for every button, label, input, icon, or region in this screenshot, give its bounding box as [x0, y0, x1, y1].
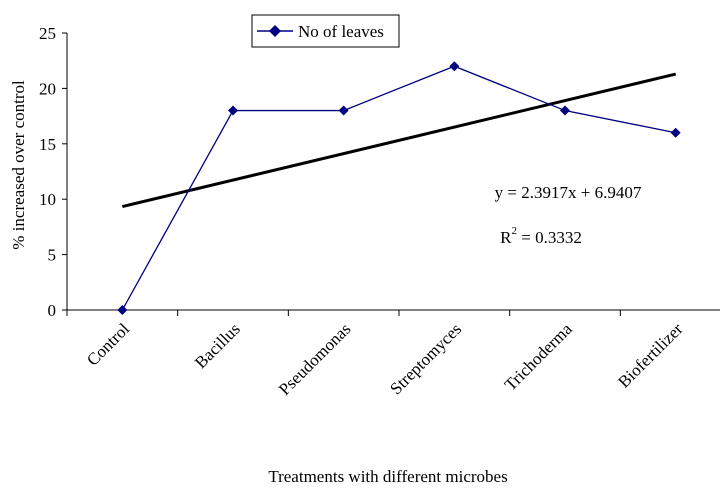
- y-ticks: 0 5 10 15 20 25: [39, 24, 67, 320]
- series-line: [121, 65, 676, 311]
- x-category-label: Pseudomonas: [275, 319, 355, 399]
- y-tick-label: 0: [48, 301, 57, 320]
- data-point-marker: [670, 127, 681, 138]
- r2-value: = 0.3332: [517, 228, 582, 247]
- data-point-marker: [560, 105, 570, 116]
- y-tick-label: 5: [48, 246, 57, 265]
- legend: No of leaves: [251, 14, 400, 48]
- y-tick-label: 15: [39, 135, 56, 154]
- trendline-r2: R2 = 0.3332: [500, 225, 582, 247]
- x-category-label: Biofertilizer: [614, 319, 686, 391]
- x-category-label: Trichoderma: [501, 319, 576, 394]
- trendline-equation: y = 2.3917x + 6.9407: [495, 183, 642, 202]
- trendline-group: [121, 72, 677, 209]
- series-group: [117, 61, 681, 315]
- r2-superscript: 2: [512, 225, 518, 237]
- x-axis-title: Treatments with different microbes: [268, 467, 507, 486]
- y-axis-title: % increased over control: [9, 80, 28, 250]
- r2-prefix: R: [500, 228, 512, 247]
- y-tick-label: 10: [39, 190, 56, 209]
- x-category-labels: Control Bacillus Pseudomonas Streptomyces Tr…: [66, 310, 687, 399]
- data-point-marker: [117, 305, 128, 315]
- legend-marker-icon: [269, 25, 281, 37]
- x-category-label: Control: [83, 319, 133, 369]
- legend-label: No of leaves: [298, 22, 384, 41]
- y-tick-label: 25: [39, 24, 56, 43]
- x-category-label: Bacillus: [191, 319, 244, 372]
- y-tick-label: 20: [39, 79, 56, 98]
- trendline: [121, 72, 677, 209]
- axes: [66, 33, 720, 311]
- x-category-label: Streptomyces: [386, 319, 465, 398]
- data-point-marker: [338, 105, 349, 116]
- data-point-marker: [228, 105, 238, 116]
- data-point-marker: [449, 61, 460, 72]
